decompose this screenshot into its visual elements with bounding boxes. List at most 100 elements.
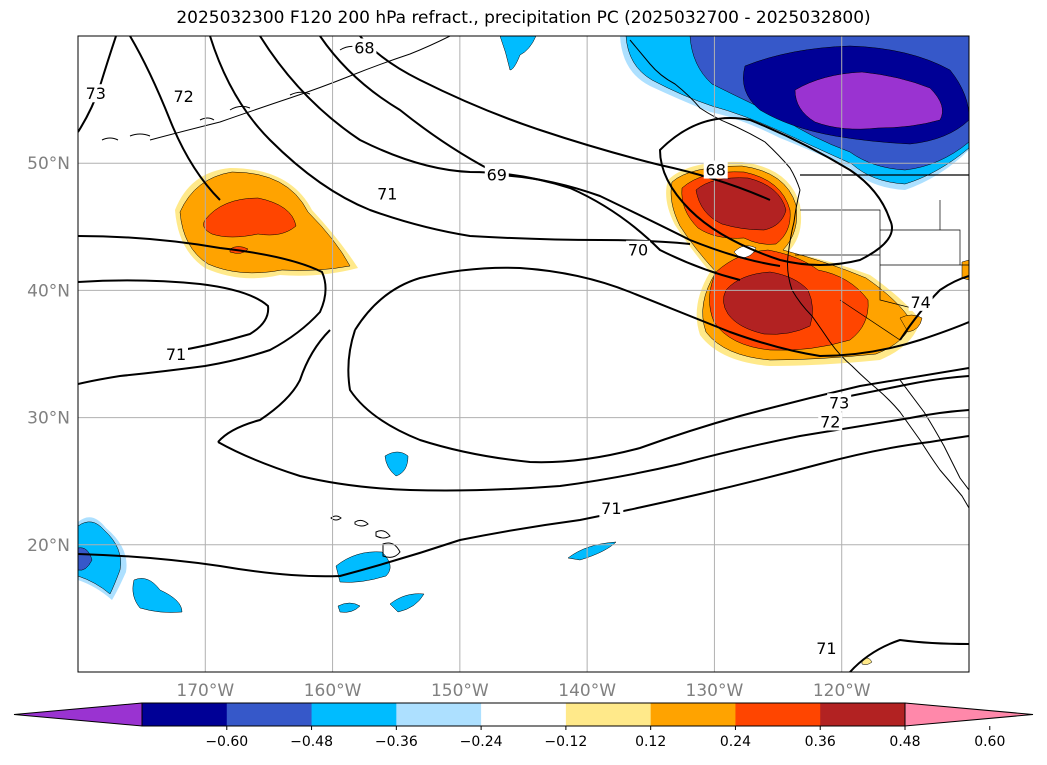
- figure-title: 2025032300 F120 200 hPa refract., precip…: [176, 8, 871, 28]
- contour-label: 72: [173, 87, 193, 106]
- contour-69-north: [319, 36, 781, 267]
- colorbar-tick-label: −0.24: [460, 734, 503, 750]
- contour-label: 71: [166, 345, 186, 364]
- contour-label: 74: [910, 293, 930, 312]
- island-oahu: [354, 519, 369, 527]
- lon-tick-label: 160°W: [304, 681, 362, 701]
- hawaiian-islands: [330, 515, 401, 558]
- lat-tick-label: 30°N: [27, 409, 70, 429]
- colorbar-segment: [311, 703, 397, 726]
- contour-label-bg: [626, 240, 651, 259]
- contour-72-northwest: [129, 36, 221, 201]
- alaska-coastline: [149, 36, 451, 141]
- contour-68-north: [359, 36, 771, 201]
- contour-label: 73: [829, 393, 849, 412]
- lon-tick-label: 140°W: [558, 681, 616, 701]
- colorbar-segment: [820, 703, 906, 726]
- alaska-peninsula-coast: [629, 39, 801, 191]
- contour-label-bg: [908, 292, 933, 311]
- colorbar: −0.60 −0.48 −0.36 −0.24 −0.12 0.12 0.24 0.36 0.4…: [13, 702, 1034, 750]
- colorbar-segment: [735, 703, 821, 726]
- contour-72-westpacific: [217, 329, 331, 443]
- negative-anomaly-small-2: [384, 451, 409, 477]
- colorbar-segment: [226, 703, 313, 726]
- colorbar-extend-high: [904, 702, 1034, 727]
- island-maui: [375, 530, 391, 539]
- colorbar-tick-label: 0.12: [635, 734, 666, 750]
- contour-label: 70: [628, 241, 648, 260]
- colorbar-segment: [650, 703, 736, 726]
- contour-71-north: [209, 36, 691, 245]
- colorbar-segment: [565, 703, 652, 726]
- contour-label-bg: [171, 86, 196, 105]
- colorbar-segment: [481, 703, 567, 726]
- island-big-island: [382, 542, 401, 558]
- map-frame: [77, 35, 970, 673]
- axis-tick-labels: 170°W 160°W 150°W 140°W 130°W 120°W 20°N 30°N 40…: [27, 154, 871, 701]
- state-borders: [795, 200, 969, 341]
- colorbar-tick-label: −0.36: [375, 734, 418, 750]
- contour-68-closed: [658, 117, 893, 266]
- contour-label-bg: [818, 412, 843, 431]
- contour-label-bg: [164, 345, 189, 363]
- contour-72-south: [217, 409, 969, 492]
- contour-label: 71: [377, 185, 397, 204]
- negative-anomaly-small-1: [132, 578, 183, 613]
- positive-anomaly-midpacific-red: [203, 197, 297, 238]
- contour-label-bg: [703, 160, 728, 179]
- negative-anomaly-aleutian: [499, 36, 537, 71]
- lat-tick-label: 20°N: [27, 536, 70, 556]
- negative-anomaly-north-purple: [794, 71, 943, 130]
- contour-label: 72: [820, 412, 840, 431]
- precipitation-shading: [78, 36, 969, 665]
- negative-anomaly-small-4: [389, 593, 425, 613]
- colorbar-extend-low: [13, 702, 143, 727]
- islands-alaska: [101, 45, 361, 141]
- colorbar-frame: [141, 702, 906, 727]
- lon-tick-label: 150°W: [431, 681, 489, 701]
- contour-71-basin: [354, 266, 969, 358]
- colorbar-segment: [142, 703, 228, 726]
- colorbar-tick-label: 0.60: [974, 734, 1005, 750]
- negative-anomaly-small-5: [567, 541, 617, 561]
- negative-anomaly-small-3: [337, 602, 361, 613]
- contour-74-east: [899, 275, 969, 341]
- contour-label: 68: [706, 161, 726, 180]
- colorbar-tick-label: 0.48: [889, 734, 920, 750]
- contour-73-east: [829, 375, 969, 401]
- lat-tick-label: 50°N: [27, 154, 70, 174]
- negative-anomaly-hawaii: [335, 551, 391, 583]
- contour-71-central: [78, 235, 327, 385]
- contour-label-bg: [375, 184, 400, 203]
- contour-label: 68: [354, 38, 374, 57]
- negative-anomaly-west-edge: [78, 521, 121, 595]
- contour-label: 71: [816, 639, 836, 658]
- lat-tick-label: 40°N: [27, 281, 70, 301]
- colorbar-tick-label: 0.24: [720, 734, 751, 750]
- contour-label-bg: [814, 638, 839, 657]
- island-kauai: [330, 515, 342, 521]
- contour-label: 71: [601, 499, 621, 518]
- baja-california-coast: [899, 379, 969, 491]
- contour-71-southeast: [849, 638, 969, 672]
- contour-71-south: [78, 435, 969, 578]
- contour-70-basin-south: [347, 329, 969, 464]
- contour-label: 73: [86, 84, 106, 103]
- contour-72-loop: [78, 279, 270, 353]
- contour-label-bg: [484, 165, 509, 184]
- colorbar-segment: [396, 703, 482, 726]
- positive-anomaly-california-darkred: [723, 271, 813, 335]
- lon-tick-label: 170°W: [176, 681, 234, 701]
- contour-label-bg: [599, 498, 624, 517]
- positive-anomaly-westcoast-darkred: [695, 177, 787, 231]
- colorbar-tick-label: −0.48: [290, 734, 333, 750]
- refractivity-contours: [78, 36, 969, 672]
- contour-label-bg: [827, 393, 852, 412]
- colorbar-tick-label: 0.36: [805, 734, 836, 750]
- colorbar-tick-label: −0.12: [544, 734, 587, 750]
- contour-label-bg: [83, 84, 108, 103]
- contour-label: 69: [487, 166, 507, 185]
